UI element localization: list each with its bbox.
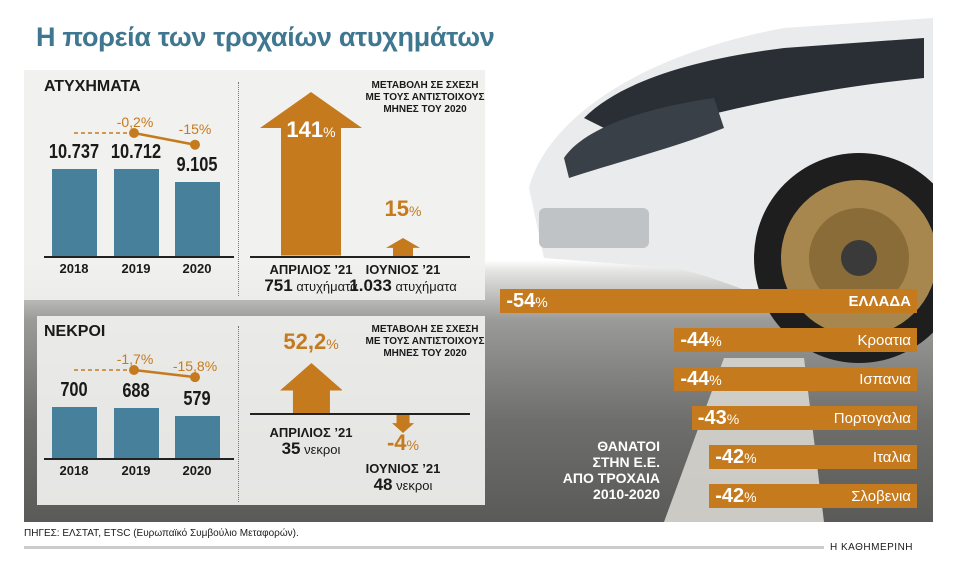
trend-solid xyxy=(133,131,196,146)
trend-solid xyxy=(133,368,196,379)
x-tick-label: 2018 xyxy=(59,261,89,276)
count-unit: ατυχήματα xyxy=(296,279,358,294)
month-label: ΙΟΥΝΙΟΣ ’21 xyxy=(365,461,441,476)
eu-bar-country: Ιταλια xyxy=(872,448,911,466)
x-axis-baseline xyxy=(44,458,234,460)
source-note: ΠΗΓΕΣ: ΕΛΣΤΑΤ, ETSC (Ευρωπαϊκό Συμβούλιο… xyxy=(24,528,299,539)
change-label-2020: -15,8% xyxy=(172,358,218,374)
month-label: ΙΟΥΝΙΟΣ ’21 xyxy=(365,262,441,277)
count-label: 48 νεκροι xyxy=(333,475,473,495)
change-value: 15% xyxy=(353,196,453,222)
change-value: -4% xyxy=(353,430,453,456)
footer-rule xyxy=(24,546,824,549)
percent-sign: % xyxy=(323,124,336,141)
bar-2018 xyxy=(52,407,97,458)
eu-bar-value: -42% xyxy=(715,484,757,507)
change-label-2020: -15% xyxy=(178,121,212,137)
change-number: -4 xyxy=(386,430,407,455)
accidents-heading: ΑΤΥΧΗΜΑΤΑ xyxy=(44,78,141,95)
bar-value-label: 10.737 xyxy=(48,141,100,163)
brand-logo: Η ΚΑΘΗΜΕΡΙΝΗ xyxy=(830,542,914,553)
count-unit: νεκροι xyxy=(304,442,341,457)
bar-2019 xyxy=(114,407,159,458)
x-tick-label: 2019 xyxy=(121,261,151,276)
comparison-note: ΜΕΤΑΒΟΛΗ ΣΕ ΣΧΕΣΗ ΜΕ ΤΟΥΣ ΑΝΤΙΣΤΟΙΧΟΥΣ Μ… xyxy=(365,80,485,115)
eu-bar-2: -44% Ισπανια xyxy=(674,367,917,391)
x-axis-baseline xyxy=(250,256,470,258)
page-title: Η πορεία των τροχαίων ατυχημάτων xyxy=(36,22,495,52)
trend-line xyxy=(74,365,200,383)
eu-bar-value: -43% xyxy=(697,406,740,429)
count-value: 48 xyxy=(373,475,393,494)
bar-value-label: 700 xyxy=(60,379,88,401)
eu-bar-1: -44% Κροατια xyxy=(674,328,917,352)
count-value: 751 xyxy=(264,276,293,295)
trend-point-2019 xyxy=(129,128,139,138)
eu-bar-value: -54% xyxy=(506,289,548,312)
count-value: 1.033 xyxy=(349,276,392,295)
trend-point-2019 xyxy=(129,365,139,375)
change-number: 141 xyxy=(286,117,324,143)
eu-bar-country: Πορτογαλια xyxy=(833,409,911,427)
x-axis-baseline xyxy=(250,413,470,415)
bar-value-label: 579 xyxy=(183,387,211,410)
month-label: ΑΠΡΙΛΙΟΣ ’21 xyxy=(269,262,353,277)
arrow-down xyxy=(391,415,415,433)
change-label-2019: -0,2% xyxy=(116,114,154,130)
change-label-2019: -1,7% xyxy=(116,351,154,367)
bar-2018 xyxy=(52,169,97,256)
eu-bar-value: -42% xyxy=(715,445,757,468)
bar-2020 xyxy=(175,415,220,458)
divider xyxy=(238,326,239,502)
x-tick-label: 2019 xyxy=(121,463,151,478)
percent-sign: % xyxy=(326,335,339,352)
percent-sign: % xyxy=(406,437,419,453)
bar-2020 xyxy=(175,182,220,256)
eu-bar-value: -44% xyxy=(680,367,722,390)
trend-point-2020 xyxy=(190,139,200,150)
x-tick-label: 2020 xyxy=(182,261,212,276)
count-unit: νεκροι xyxy=(396,478,433,493)
comparison-note: ΜΕΤΑΒΟΛΗ ΣΕ ΣΧΕΣΗ ΜΕ ΤΟΥΣ ΑΝΤΙΣΤΟΙΧΟΥΣ Μ… xyxy=(365,324,485,359)
eu-bar-country: Ισπανια xyxy=(859,370,911,388)
month-label: ΑΠΡΙΛΙΟΣ ’21 xyxy=(269,425,353,440)
count-label: 751 ατυχήματα xyxy=(241,276,381,296)
bar-value-label: 688 xyxy=(122,379,150,402)
x-axis-baseline xyxy=(44,256,234,258)
trend-point-2020 xyxy=(190,372,200,383)
eu-bar-3: -43% Πορτογαλια xyxy=(691,406,917,430)
deaths-heading: ΝΕΚΡΟΙ xyxy=(44,323,106,340)
change-number: 52,2 xyxy=(283,328,327,354)
bar-2019 xyxy=(114,169,159,256)
bar-value-label: 9.105 xyxy=(176,154,218,177)
change-value: 52,2% xyxy=(261,329,361,355)
deaths-panel xyxy=(37,316,485,505)
percent-sign: % xyxy=(409,203,422,219)
x-tick-label: 2018 xyxy=(59,463,89,478)
arrow-up xyxy=(279,362,343,413)
eu-bar-value: -44% xyxy=(680,328,722,351)
change-number: 15 xyxy=(384,196,410,221)
change-value: 141% xyxy=(261,117,361,143)
eu-bar-country: ΕΛΛΑΔΑ xyxy=(848,292,911,310)
count-unit: ατυχήματα xyxy=(395,279,457,294)
arrow-up xyxy=(260,92,362,256)
count-label: 35 νεκροι xyxy=(241,439,381,459)
arrow-up xyxy=(386,238,420,256)
trend-line xyxy=(74,128,200,150)
eu-bar-0: -54% ΕΛΛΑΔΑ xyxy=(500,289,917,313)
eu-bar-country: Κροατια xyxy=(857,331,911,349)
eu-bar-5: -42% Σλοβενια xyxy=(709,484,917,508)
eu-bar-country: Σλοβενια xyxy=(851,487,911,505)
divider xyxy=(238,82,239,296)
count-label: 1.033 ατυχήματα xyxy=(333,276,473,296)
eu-bar-4: -42% Ιταλια xyxy=(709,445,917,469)
count-value: 35 xyxy=(281,439,301,458)
x-tick-label: 2020 xyxy=(182,463,212,478)
accidents-panel xyxy=(24,70,485,300)
bar-value-label: 10.712 xyxy=(110,141,162,164)
eu-deaths-note: ΘΑΝΑΤΟΙ ΣΤΗΝ Ε.Ε. ΑΠΟ ΤΡΟΧΑΙΑ 2010-2020 xyxy=(562,438,660,502)
